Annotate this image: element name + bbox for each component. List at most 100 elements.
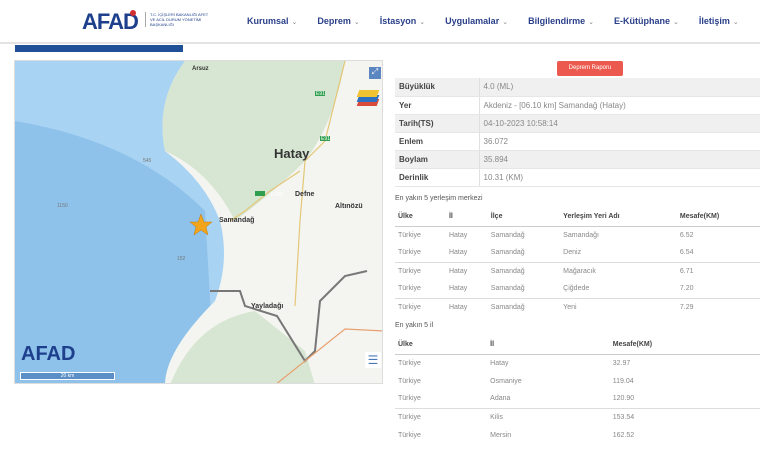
table-cell: Samandağ	[490, 231, 525, 239]
road-label: D420	[271, 192, 283, 198]
epicenter-star-icon[interactable]	[189, 213, 213, 236]
table-cell: Türkiye	[398, 231, 421, 239]
table-row: Türkiye Osmaniye 119.04	[395, 372, 760, 390]
info-value: 4.0 (ML)	[479, 78, 760, 97]
chevron-down-icon: ⌄	[353, 19, 360, 26]
city-label: Altınözü	[335, 203, 363, 210]
nav-label: Bilgilendirme	[528, 16, 586, 26]
city-label: Hatay	[274, 146, 310, 161]
chevron-down-icon: ⌄	[588, 19, 594, 26]
table-cell: Türkiye	[395, 297, 446, 316]
active-tab-strip[interactable]	[15, 45, 183, 52]
column-header: İlçe	[487, 208, 561, 227]
table-row: Türkiye Hatay Samandağ Yeni 7.29	[395, 297, 760, 316]
nav-kurumsal[interactable]: Kurumsal ⌄	[247, 16, 297, 26]
info-row: Tarih(TS) 04-10-2023 10:58:14	[395, 114, 760, 133]
table-cell: 7.29	[676, 297, 760, 316]
table-cell: Yeni	[560, 297, 677, 316]
map-canvas	[15, 61, 382, 383]
info-row: Derinlik 10.31 (KM)	[395, 168, 760, 187]
city-label: Yayladağı	[251, 303, 284, 310]
table-cell: Hatay	[445, 261, 488, 280]
table-header-row: Ülke İl İlçe Yerleşim Yeri Adı Mesafe(KM)	[395, 208, 760, 227]
table-cell: 153.54	[609, 407, 760, 426]
road	[229, 170, 301, 222]
site-header: AFAD T.C. İÇİŞLERİ BAKANLIĞI AFET VE ACİ…	[0, 0, 760, 44]
main-nav: Kurumsal ⌄ Deprem ⌄ İstasyon ⌄ Uygulamalar ⌄…	[247, 16, 759, 26]
layers-icon[interactable]	[355, 87, 381, 109]
table-cell: Türkiye	[395, 407, 488, 426]
info-row: Enlem 36.072	[395, 132, 760, 151]
fullscreen-icon[interactable]: ⤢	[369, 67, 381, 79]
depth-label: 1150	[57, 203, 68, 209]
column-header: İl	[487, 336, 610, 355]
map-scale-bar: 20 km	[20, 372, 115, 380]
table-cell: Hatay	[448, 231, 468, 239]
table-row: Türkiye Mersin 162.52	[395, 426, 760, 444]
forest-south	[170, 311, 315, 383]
nav-iletisim[interactable]: İletişim ⌄	[699, 16, 739, 26]
table-cell: 6.52	[679, 231, 694, 239]
table-cell: Hatay	[448, 249, 468, 257]
info-value: 36.072	[479, 132, 760, 151]
table-cell: Samandağ	[487, 261, 561, 280]
nav-label: Uygulamalar	[445, 16, 500, 26]
table-cell: 119.04	[612, 377, 634, 385]
city-label: Samandağ	[219, 217, 255, 224]
column-header: Ülke	[395, 336, 488, 355]
table-cell: Türkiye	[398, 395, 421, 403]
table-cell: Hatay	[445, 297, 488, 316]
table-cell: Türkiye	[398, 249, 421, 257]
info-label: Derinlik	[395, 168, 480, 187]
table-cell: Samandağ	[490, 285, 525, 293]
table-cell: Samandağ	[487, 297, 561, 316]
info-row: Büyüklük 4.0 (ML)	[395, 78, 760, 97]
table-cell: Osmaniye	[490, 377, 522, 385]
table-row: Türkiye Hatay Samandağ Çiğdede 7.20	[395, 280, 760, 298]
forest	[162, 61, 345, 221]
nav-label: İletişim	[698, 16, 730, 26]
info-label: Yer	[395, 96, 480, 115]
table-cell: 7.20	[679, 285, 694, 293]
road-shield	[315, 91, 325, 96]
provinces-caption: En yakın 5 il	[395, 322, 434, 329]
road-label: E91	[321, 136, 330, 142]
table-cell: Samandağı	[563, 231, 599, 239]
nav-e-kutuphane[interactable]: E-Kütüphane ⌄	[614, 16, 679, 26]
table-cell: Hatay	[490, 359, 509, 367]
table-row: Türkiye Hatay 32.97	[395, 354, 760, 372]
nav-label: Kurumsal	[247, 16, 289, 26]
earthquake-map[interactable]: Hatay Samandağ Defne Altınözü Yayladağı …	[14, 60, 383, 384]
column-header: İl	[445, 208, 488, 227]
city-label: Arsuz	[192, 66, 209, 72]
legend-list-icon[interactable]: ☰	[365, 352, 381, 368]
nav-istasyon[interactable]: İstasyon ⌄	[380, 16, 425, 26]
table-cell: Türkiye	[398, 431, 421, 439]
table-cell: 162.52	[612, 431, 635, 439]
table-cell: Samandağ	[490, 249, 525, 257]
nav-uygulamalar[interactable]: Uygulamalar ⌄	[445, 16, 508, 26]
table-cell: Türkiye	[398, 285, 421, 293]
afad-logo[interactable]: AFAD	[82, 9, 139, 34]
table-cell: Türkiye	[398, 359, 421, 367]
table-cell: 6.71	[676, 261, 760, 280]
nav-bilgilendirme[interactable]: Bilgilendirme ⌄	[528, 16, 594, 26]
table-cell: Çiğdede	[563, 285, 590, 293]
logo-subtitle: T.C. İÇİŞLERİ BAKANLIĞI AFET VE ACİL DUR…	[145, 12, 210, 27]
table-row: Türkiye Adana 120.90	[395, 390, 760, 408]
table-cell: Mersin	[490, 431, 512, 439]
chevron-down-icon: ⌄	[732, 19, 739, 26]
table-row: Türkiye Kilis 153.54	[395, 407, 760, 426]
deep-sea	[15, 121, 215, 383]
column-header: Mesafe(KM)	[676, 208, 760, 227]
info-value: Akdeniz - [06.10 km] Samandağ (Hatay)	[479, 96, 760, 115]
nav-deprem[interactable]: Deprem ⌄	[317, 16, 359, 26]
table-row: Türkiye Hatay Samandağ Mağaracık 6.71	[395, 261, 760, 280]
earthquake-report-button[interactable]: Deprem Raporu	[557, 61, 623, 76]
chevron-down-icon: ⌄	[291, 19, 298, 26]
road-shield	[320, 136, 330, 141]
road-shield	[255, 191, 265, 196]
chevron-down-icon: ⌄	[672, 19, 679, 26]
table-cell: 6.54	[679, 249, 694, 257]
nav-label: İstasyon	[379, 16, 417, 26]
